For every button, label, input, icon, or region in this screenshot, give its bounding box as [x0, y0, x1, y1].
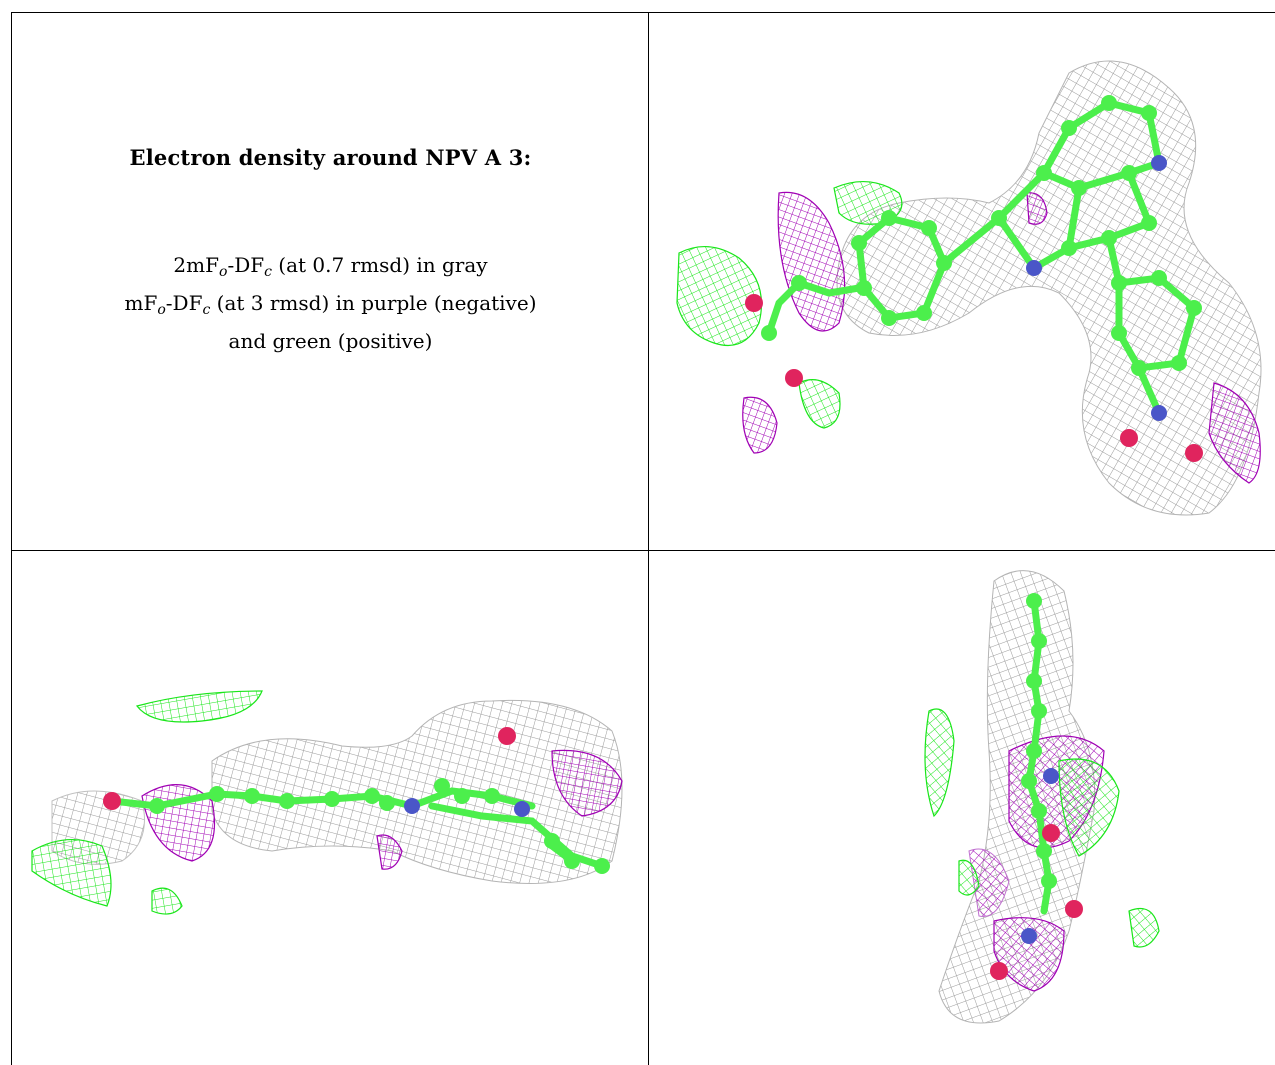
- caption-cell: Electron density around NPV A 3: 2mFo-DF…: [12, 13, 648, 550]
- density-negative-mesh: [376, 834, 403, 870]
- density-positive-mesh: [135, 690, 263, 723]
- density-negative-mesh: [777, 191, 846, 332]
- molecule-atoms: [745, 95, 1203, 462]
- molecule-density-icon: [676, 60, 1262, 516]
- density-positive-mesh: [1058, 758, 1120, 857]
- caption-title: Electron density around NPV A 3:: [129, 145, 532, 170]
- caption-line-positive: and green (positive): [228, 329, 433, 353]
- figure-table: Electron density around NPV A 3: 2mFo-DF…: [11, 12, 1275, 1065]
- density-positive-mesh: [31, 838, 112, 907]
- molecule-atoms: [103, 727, 610, 874]
- molecule-atoms: [990, 593, 1083, 980]
- molecule-density-icon: [924, 570, 1160, 1024]
- table-border-top: [11, 12, 1275, 13]
- caption-description: 2mFo-DFc (at 0.7 rmsd) in gray mFo-DFc (…: [12, 250, 648, 357]
- density-positive-mesh: [958, 859, 980, 896]
- density-positive-mesh: [798, 379, 841, 429]
- table-border-left: [11, 12, 12, 1065]
- caption-line-fofc: mFo-DFc (at 3 rmsd) in purple (negative): [124, 291, 537, 318]
- view-top-right: [649, 13, 1275, 550]
- density-negative-mesh: [742, 396, 778, 454]
- density-2fofc-mesh: [211, 699, 623, 884]
- density-negative-mesh: [551, 749, 623, 817]
- table-divider-horizontal: [11, 550, 1275, 551]
- density-negative-mesh: [1208, 382, 1261, 484]
- density-negative-mesh: [968, 848, 1010, 918]
- molecule-bonds: [1025, 597, 1053, 915]
- density-positive-mesh: [924, 708, 955, 818]
- view-bottom-left: [12, 551, 648, 1065]
- density-negative-mesh: [1026, 192, 1048, 225]
- table-divider-vertical: [648, 12, 649, 1065]
- caption-line-2fofc: 2mFo-DFc (at 0.7 rmsd) in gray: [173, 253, 488, 280]
- density-positive-mesh: [1128, 907, 1160, 948]
- density-positive-mesh: [151, 887, 183, 915]
- density-positive-mesh: [676, 245, 763, 347]
- view-bottom-right: [649, 551, 1275, 1065]
- molecule-density-icon: [31, 690, 623, 915]
